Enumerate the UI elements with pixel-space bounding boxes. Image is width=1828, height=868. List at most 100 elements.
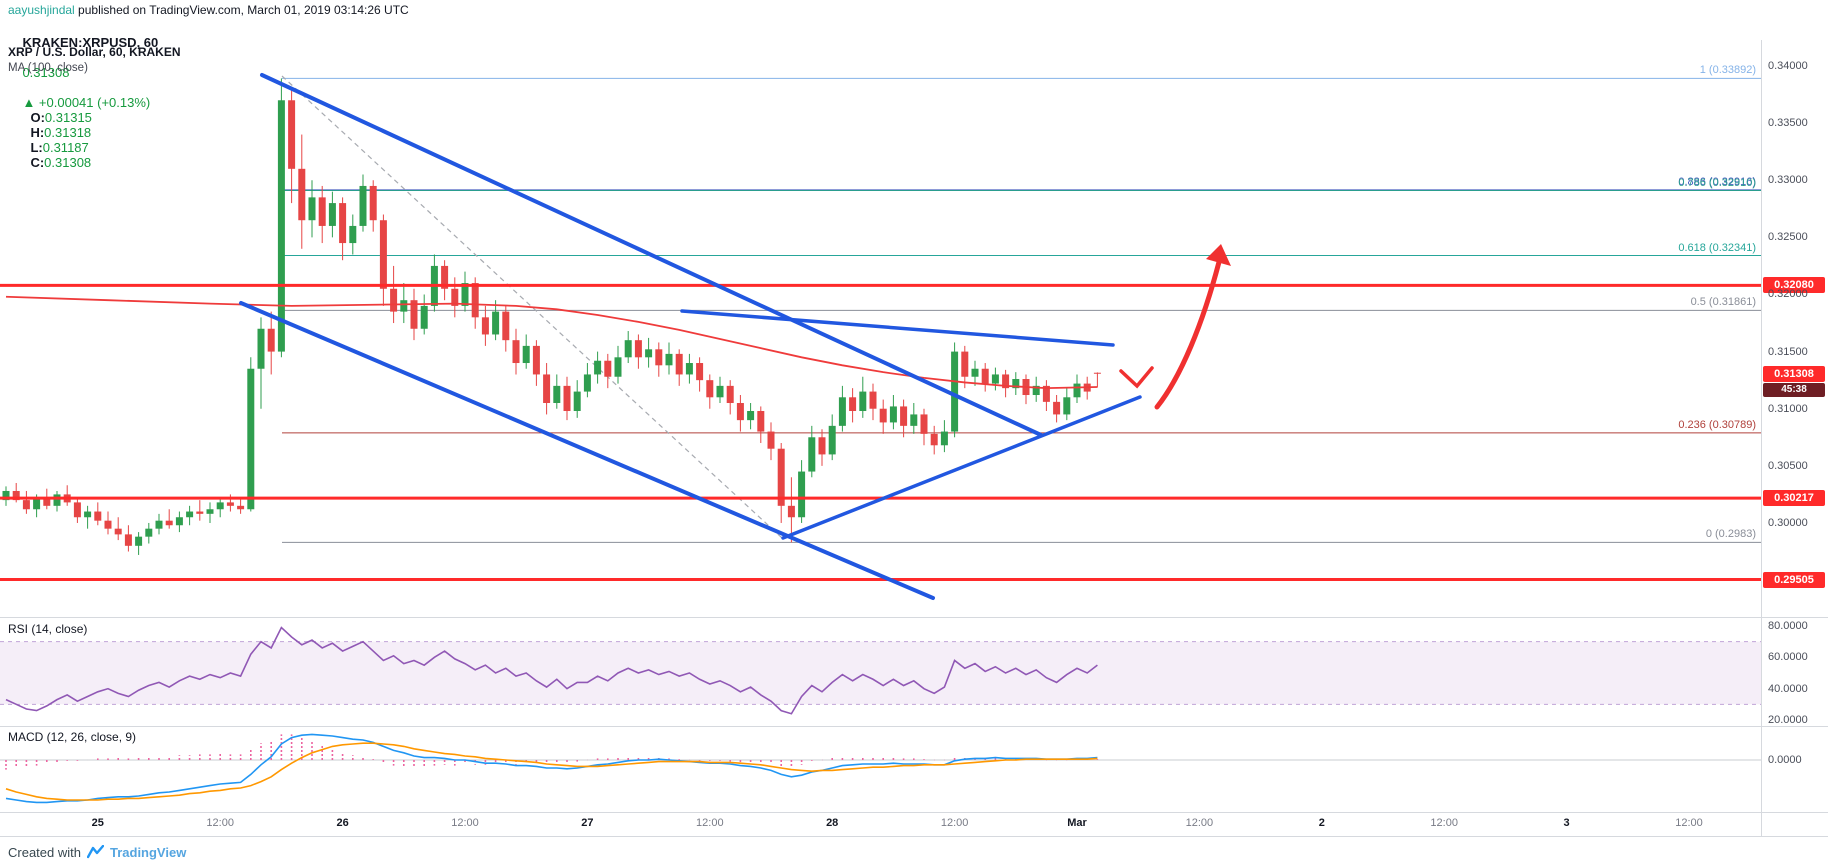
candle-body (634, 340, 642, 358)
rsi-pane[interactable] (0, 618, 1761, 726)
candle-body (1032, 385, 1040, 396)
close-value: 0.31308 (44, 155, 92, 170)
time-axis-border (0, 836, 1828, 837)
tradingview-brand-link[interactable]: TradingView (109, 845, 187, 860)
high-label: H: (30, 125, 45, 140)
candle-body (553, 385, 561, 404)
open-value: 0.31315 (44, 110, 92, 125)
candle-body (328, 203, 336, 226)
main-chart-pane[interactable] (0, 40, 1761, 617)
fib-connector-line[interactable] (281, 75, 783, 539)
pane-divider[interactable] (0, 726, 1828, 727)
author-username[interactable]: aayushjindal (8, 3, 75, 17)
candle-body (971, 368, 979, 377)
ma-100-line[interactable] (5, 295, 1098, 390)
candle-body (594, 360, 602, 375)
candle-body (237, 505, 245, 510)
candle-body (339, 203, 347, 244)
candle-body (1063, 397, 1071, 415)
trendline[interactable] (781, 395, 1142, 540)
candle-body (614, 357, 622, 377)
candle-body (288, 100, 296, 169)
candle-body (298, 168, 306, 221)
candle-body (818, 437, 826, 455)
candle-body (747, 411, 755, 421)
candle-body (736, 403, 744, 421)
price-axis-border (1761, 40, 1762, 836)
red-tick-mark[interactable] (1119, 366, 1154, 389)
candle-body (869, 391, 877, 409)
candle-body (645, 349, 653, 358)
candle-body (1002, 374, 1010, 389)
candle-body (1053, 401, 1061, 415)
pane-divider[interactable] (0, 617, 1828, 618)
candle-body (787, 505, 795, 518)
candle-body (186, 511, 194, 518)
candle-body (1093, 372, 1101, 374)
candle-body (940, 431, 948, 446)
last-price-value: 0.31308 (22, 65, 70, 80)
candle-body (716, 385, 724, 398)
trendline[interactable] (680, 309, 1115, 347)
candle-body (757, 411, 765, 432)
candle-body (155, 520, 163, 529)
candle-body (808, 437, 816, 472)
candle-body (767, 431, 775, 449)
candle-body (685, 363, 693, 375)
attribution-text: published on TradingView.com, March 01, … (74, 3, 409, 17)
candle-body (951, 351, 959, 432)
rsi-pane-legend: RSI (14, close) (8, 622, 88, 636)
candle-body (22, 500, 30, 510)
candle-body (532, 345, 540, 375)
trendline[interactable] (239, 301, 935, 600)
candle-body (675, 353, 683, 375)
candle-body (828, 425, 836, 455)
candle-body (53, 494, 61, 506)
up-arrow-head[interactable] (1206, 244, 1231, 266)
price-axis[interactable] (1762, 40, 1828, 836)
candle-body (981, 368, 989, 384)
candle-body (390, 288, 398, 312)
candle-body (471, 283, 479, 318)
candle-body (991, 374, 999, 384)
candle-body (838, 397, 846, 426)
candle-body (655, 349, 663, 366)
candle-body (512, 340, 520, 364)
candle-body (400, 300, 408, 312)
candle-body (420, 305, 428, 329)
footer: Created with TradingView (8, 845, 186, 860)
candle-body (104, 520, 112, 529)
macd-pane[interactable] (0, 727, 1761, 812)
candle-body (379, 220, 387, 289)
candle-body (930, 433, 938, 446)
candle-body (910, 414, 918, 426)
candle-body (94, 511, 102, 521)
up-arrow-shaft[interactable] (1154, 259, 1222, 410)
candle-body (267, 328, 275, 352)
price-change: ▲ +0.00041 (+0.13%) (22, 95, 151, 110)
high-value: 0.31318 (44, 125, 92, 140)
trendline[interactable] (260, 73, 1043, 437)
candle-body (145, 528, 153, 537)
candle-body (84, 511, 92, 518)
created-with-text: Created with (8, 845, 81, 860)
candle-body (451, 288, 459, 306)
candle-body (369, 185, 377, 221)
candle-body (798, 471, 806, 518)
open-label: O: (30, 110, 45, 125)
candle-body (114, 528, 122, 535)
candle-body (502, 311, 510, 341)
candle-body (226, 502, 234, 506)
low-value: 0.31187 (42, 140, 89, 155)
candle-body (257, 328, 265, 369)
time-axis[interactable] (0, 813, 1761, 836)
candle-body (543, 374, 551, 404)
candle-body (461, 283, 469, 306)
candle-body (492, 311, 500, 335)
macd-line (5, 733, 1098, 804)
symbol-name: KRAKEN:XRPUSD, 60 (22, 35, 159, 50)
rsi-line (5, 626, 1098, 715)
candle-body (206, 509, 214, 514)
candle-body (522, 345, 530, 364)
